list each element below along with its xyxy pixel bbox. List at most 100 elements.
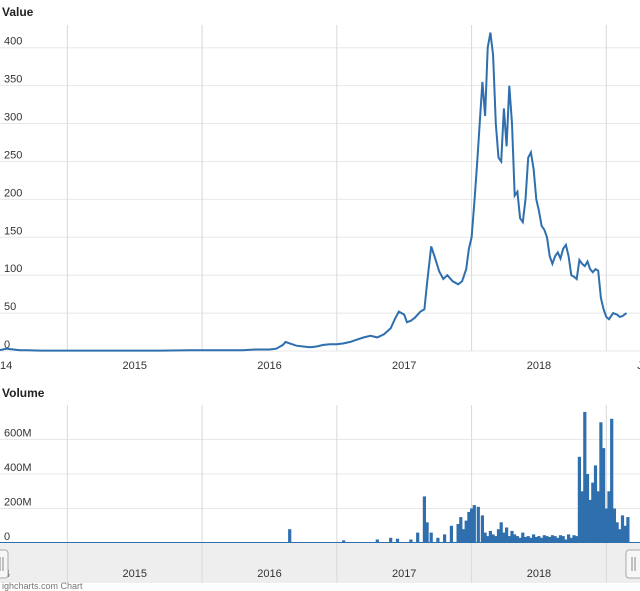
volume-bar — [342, 540, 346, 543]
volume-bar — [534, 537, 538, 543]
value-y-tick-label: 300 — [4, 112, 22, 124]
volume-bar — [558, 535, 563, 543]
volume-grid — [0, 405, 640, 544]
volume-bar — [491, 534, 495, 543]
volume-bar — [375, 539, 379, 543]
value-x-tick-label: 2014 — [0, 360, 12, 372]
volume-bar — [626, 517, 630, 543]
footer-credit: ighcharts.com Chart — [2, 581, 83, 591]
volume-bar — [553, 536, 557, 543]
volume-bar — [545, 536, 549, 543]
value-x-tick-label: 2016 — [257, 360, 281, 372]
volume-bar — [488, 530, 492, 543]
navigator-track[interactable] — [0, 543, 640, 583]
navigator-left-handle[interactable] — [0, 549, 9, 579]
volume-y-tick-label: 0 — [4, 531, 10, 543]
volume-bar — [572, 535, 576, 543]
volume-bar — [486, 536, 490, 543]
value-y-tick-label: 150 — [4, 225, 22, 237]
volume-chart-panel: Volume 0 200M 400M 600M — [0, 386, 640, 544]
volume-bar — [518, 537, 522, 543]
volume-bar — [588, 499, 592, 543]
volume-bar — [499, 522, 503, 543]
volume-bar — [569, 537, 573, 543]
volume-bar — [623, 525, 627, 544]
volume-bar — [580, 491, 584, 544]
volume-bar — [599, 422, 603, 544]
value-x-tick-label: 2017 — [392, 360, 416, 372]
value-y-tick-label: 350 — [4, 74, 22, 86]
volume-bar — [464, 520, 468, 543]
volume-bar — [395, 538, 400, 543]
volume-bar — [523, 537, 528, 543]
volume-bar — [596, 491, 600, 544]
volume-bar — [529, 537, 533, 543]
value-y-tick-label: 50 — [4, 301, 16, 313]
volume-bar — [607, 491, 611, 544]
volume-bar — [449, 525, 453, 544]
volume-bar — [577, 456, 581, 544]
value-panel-title: Value — [2, 5, 34, 19]
volume-bar — [542, 535, 546, 543]
volume-bar — [459, 517, 463, 543]
volume-bar — [521, 532, 525, 543]
volume-bar — [618, 529, 622, 543]
volume-bar — [502, 532, 506, 543]
volume-bar — [604, 508, 608, 543]
volume-bar — [561, 536, 565, 543]
volume-bar — [567, 534, 571, 543]
volume-bar — [505, 527, 509, 543]
navigator-right-handle[interactable] — [625, 549, 640, 579]
volume-bar — [422, 496, 426, 543]
volume-bar — [480, 515, 484, 543]
volume-bar — [496, 529, 501, 543]
volume-bar — [564, 539, 568, 543]
volume-bar — [513, 534, 517, 543]
volume-y-axis: 0 200M 400M 600M — [4, 428, 32, 544]
value-y-tick-label: 100 — [4, 263, 22, 275]
value-y-tick-label: 250 — [4, 149, 22, 161]
navigator-x-tick-label: 2016 — [257, 568, 281, 580]
volume-bar — [620, 515, 625, 543]
volume-bar — [443, 534, 447, 543]
volume-bar — [593, 465, 598, 543]
value-y-tick-label: 400 — [4, 36, 22, 48]
navigator-x-tick-label: 2018 — [527, 568, 551, 580]
value-y-tick-label: 0 — [4, 339, 10, 351]
volume-bar — [416, 532, 420, 543]
volume-bar — [602, 448, 606, 543]
volume-bar — [456, 524, 460, 543]
value-x-tick-label: J — [637, 360, 640, 372]
volume-y-tick-label: 600M — [4, 428, 32, 440]
volume-bar — [585, 474, 590, 543]
value-y-axis: 0 50 100 150 200 250 300 350 400 — [4, 36, 22, 351]
navigator-x-tick-label: 2017 — [392, 568, 416, 580]
volume-bar — [615, 522, 619, 543]
volume-bar — [483, 532, 487, 543]
volume-bars — [0, 411, 640, 544]
volume-bar — [548, 537, 552, 543]
volume-bar — [288, 529, 292, 543]
value-grid — [0, 25, 640, 352]
volume-bar — [556, 537, 560, 543]
volume-bar — [461, 529, 466, 543]
volume-bar — [425, 522, 429, 543]
volume-bar — [532, 534, 536, 543]
volume-bar — [537, 536, 541, 543]
volume-bar — [429, 532, 433, 543]
volume-bar — [472, 505, 476, 543]
volume-y-tick-label: 200M — [4, 497, 32, 509]
volume-bar — [612, 508, 616, 543]
navigator-x-tick-label: 2015 — [122, 568, 146, 580]
volume-bar — [409, 539, 413, 543]
value-y-tick-label: 200 — [4, 187, 22, 199]
value-x-tick-label: 2018 — [527, 360, 551, 372]
volume-bar — [476, 506, 480, 543]
volume-bar — [515, 536, 519, 543]
volume-bar — [526, 536, 530, 543]
volume-y-tick-label: 400M — [4, 462, 32, 474]
